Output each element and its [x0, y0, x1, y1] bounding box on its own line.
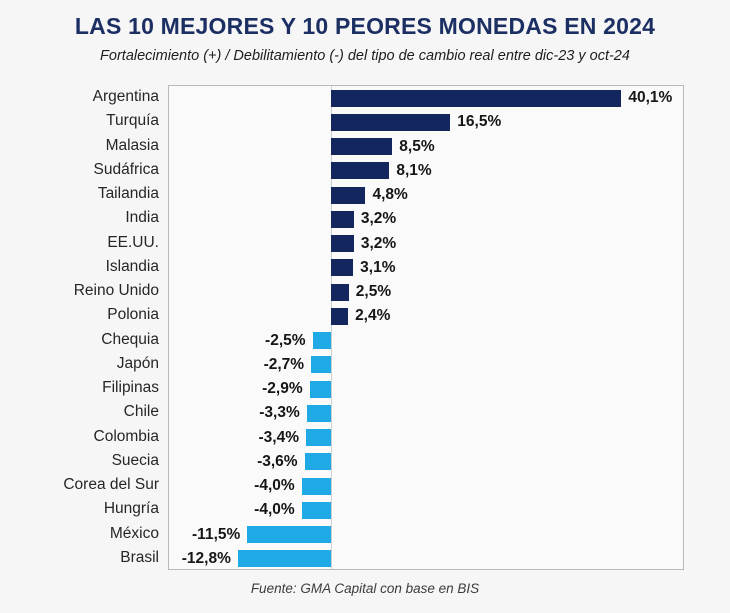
- value-label-japon: -2,7%: [263, 355, 305, 373]
- country-label-suecia: Suecia: [111, 451, 159, 469]
- bar-sudafrica: [330, 162, 390, 180]
- value-label-corea-del-sur: -4,0%: [254, 477, 295, 495]
- country-label-polonia: Polonia: [107, 306, 159, 324]
- bar-india: [330, 210, 354, 228]
- country-label-tailandia: Tailandia: [97, 185, 159, 203]
- value-label-islandia: 3,1%: [360, 258, 396, 276]
- value-label-colombia: -3,4%: [258, 428, 300, 446]
- country-label-colombia: Colombia: [93, 427, 159, 445]
- bar-ee-uu: [330, 235, 354, 253]
- country-label-chile: Chile: [123, 403, 159, 421]
- bar-hungria: [301, 501, 331, 519]
- value-label-malasia: 8,5%: [399, 137, 435, 155]
- bar-argentina: [330, 89, 622, 107]
- value-label-hungria: -4,0%: [254, 501, 295, 519]
- value-label-brasil: -12,8%: [181, 549, 231, 567]
- country-label-argentina: Argentina: [92, 88, 159, 106]
- country-label-brasil: Brasil: [120, 548, 159, 566]
- value-label-india: 3,2%: [360, 210, 397, 228]
- value-label-suecia: -3,6%: [257, 452, 298, 470]
- country-label-filipinas: Filipinas: [102, 379, 159, 397]
- bar-colombia: [306, 429, 331, 447]
- bar-chequia: [312, 332, 331, 350]
- country-label-mexico: México: [109, 524, 159, 542]
- country-label-turquia: Turquía: [106, 112, 159, 130]
- value-label-chile: -3,3%: [259, 404, 300, 422]
- country-label-malasia: Malasia: [105, 136, 159, 154]
- bar-reino-unido: [330, 283, 349, 301]
- country-label-islandia: Islandia: [105, 257, 159, 275]
- bar-filipinas: [309, 380, 331, 398]
- plot-area: 40,1% 16,5% 8,5% 8,1% 4,8% 3,2% 3,2% 3,1% 2,5% 2,…: [168, 85, 684, 570]
- bar-islandia: [330, 259, 354, 277]
- bar-suecia: [304, 453, 331, 471]
- value-label-mexico: -11,5%: [192, 525, 241, 543]
- category-axis: Argentina Turquía Malasia Sudáfrica Tailandi…: [0, 85, 168, 570]
- source-note: Fuente: GMA Capital con base en BIS: [250, 581, 480, 596]
- bar-malasia: [330, 138, 393, 156]
- country-label-sudafrica: Sudáfrica: [93, 160, 159, 178]
- country-label-ee-uu: EE.UU.: [107, 233, 159, 251]
- bar-turquia: [330, 113, 451, 131]
- bar-corea-del-sur: [301, 477, 331, 495]
- bar-chart: Argentina Turquía Malasia Sudáfrica Tailandi…: [0, 85, 730, 570]
- zero-axis-line: [330, 86, 332, 569]
- value-label-argentina: 40,1%: [628, 89, 673, 107]
- value-label-reino-unido: 2,5%: [355, 283, 392, 301]
- chart-subtitle: Fortalecimiento (+) / Debilitamiento (-)…: [100, 48, 630, 64]
- country-label-corea-del-sur: Corea del Sur: [63, 476, 159, 494]
- bar-brasil: [237, 550, 331, 568]
- value-label-chequia: -2,5%: [265, 331, 306, 349]
- country-label-japon: Japón: [116, 354, 159, 372]
- bar-polonia: [330, 307, 349, 325]
- bar-mexico: [247, 526, 331, 544]
- bar-japon: [311, 356, 331, 374]
- value-label-ee-uu: 3,2%: [360, 234, 397, 252]
- bar-chile: [306, 404, 331, 422]
- country-label-chequia: Chequia: [101, 330, 159, 348]
- country-label-india: India: [125, 209, 159, 227]
- value-label-tailandia: 4,8%: [372, 186, 408, 204]
- value-label-polonia: 2,4%: [355, 307, 391, 325]
- value-label-sudafrica: 8,1%: [396, 161, 432, 179]
- value-label-turquia: 16,5%: [457, 113, 502, 131]
- bar-tailandia: [330, 186, 366, 204]
- country-label-hungria: Hungría: [103, 500, 159, 518]
- country-label-reino-unido: Reino Unido: [73, 282, 159, 300]
- value-label-filipinas: -2,9%: [262, 380, 303, 398]
- chart-title: LAS 10 MEJORES Y 10 PEORES MONEDAS EN 20…: [74, 13, 656, 39]
